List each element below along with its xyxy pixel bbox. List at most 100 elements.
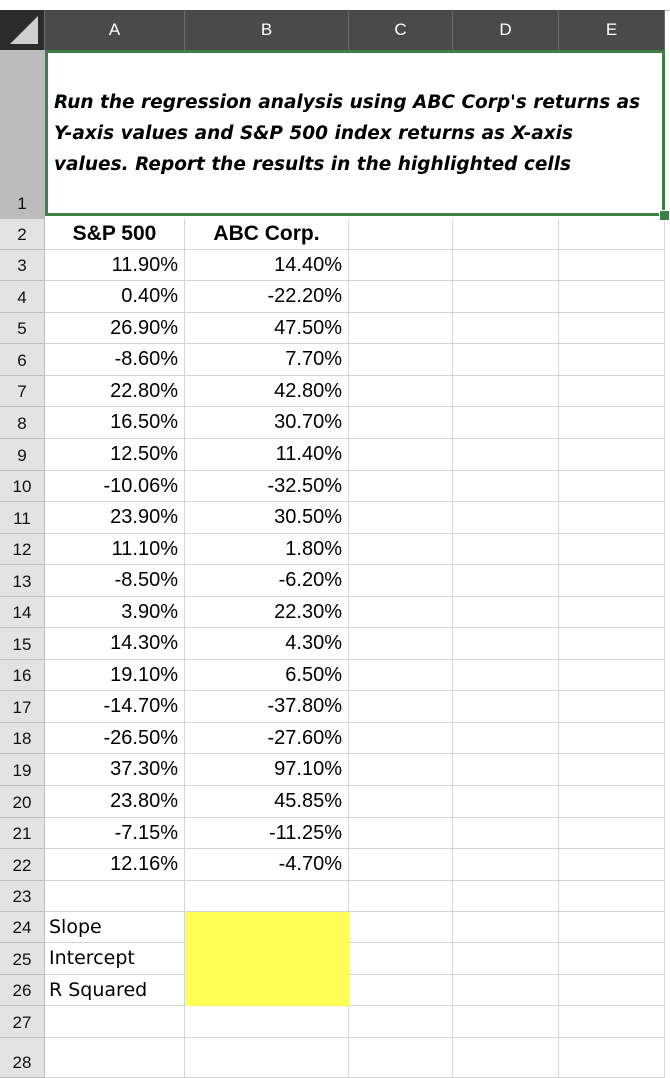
cell-d4[interactable]: [453, 281, 559, 313]
cell-d24[interactable]: [453, 912, 559, 943]
cell-c20[interactable]: [349, 786, 453, 818]
cell-a5[interactable]: 26.90%: [45, 313, 185, 344]
cell-b18[interactable]: -27.60%: [185, 723, 349, 754]
cell-b22[interactable]: -4.70%: [185, 849, 349, 881]
cell-e2[interactable]: [559, 219, 665, 250]
row-header-11[interactable]: 11: [0, 502, 45, 534]
cell-a23[interactable]: [45, 881, 185, 912]
cell-c7[interactable]: [349, 376, 453, 407]
cell-b3[interactable]: 14.40%: [185, 250, 349, 281]
cell-b23[interactable]: [185, 881, 349, 912]
cell-d21[interactable]: [453, 818, 559, 849]
cell-b16[interactable]: 6.50%: [185, 660, 349, 691]
cell-a22[interactable]: 12.16%: [45, 849, 185, 881]
cell-b7[interactable]: 42.80%: [185, 376, 349, 407]
cell-c24[interactable]: [349, 912, 453, 943]
cell-e9[interactable]: [559, 439, 665, 471]
cell-a14[interactable]: 3.90%: [45, 597, 185, 628]
column-header-c[interactable]: C: [349, 10, 453, 50]
cell-c2[interactable]: [349, 219, 453, 250]
cell-b4[interactable]: -22.20%: [185, 281, 349, 313]
cell-d18[interactable]: [453, 723, 559, 754]
row-header-16[interactable]: 16: [0, 660, 45, 691]
row-header-2[interactable]: 2: [0, 219, 45, 250]
row-header-3[interactable]: 3: [0, 250, 45, 281]
result-label-slope[interactable]: Slope: [45, 912, 185, 943]
cell-a15[interactable]: 14.30%: [45, 628, 185, 660]
row-header-23[interactable]: 23: [0, 881, 45, 912]
cell-a18[interactable]: -26.50%: [45, 723, 185, 754]
cell-c9[interactable]: [349, 439, 453, 471]
cell-b13[interactable]: -6.20%: [185, 565, 349, 597]
cell-c14[interactable]: [349, 597, 453, 628]
cell-d12[interactable]: [453, 534, 559, 565]
cell-a21[interactable]: -7.15%: [45, 818, 185, 849]
cell-b10[interactable]: -32.50%: [185, 471, 349, 502]
cell-a11[interactable]: 23.90%: [45, 502, 185, 534]
row-header-12[interactable]: 12: [0, 534, 45, 565]
cell-d26[interactable]: [453, 975, 559, 1006]
cell-c13[interactable]: [349, 565, 453, 597]
row-header-6[interactable]: 6: [0, 344, 45, 376]
cell-d7[interactable]: [453, 376, 559, 407]
cell-d20[interactable]: [453, 786, 559, 818]
result-label-intercept[interactable]: Intercept: [45, 943, 185, 975]
cell-b6[interactable]: 7.70%: [185, 344, 349, 376]
cell-a19[interactable]: 37.30%: [45, 754, 185, 786]
cell-c8[interactable]: [349, 407, 453, 439]
cell-e11[interactable]: [559, 502, 665, 534]
cell-d27[interactable]: [453, 1006, 559, 1038]
cell-b27[interactable]: [185, 1006, 349, 1038]
row-header-24[interactable]: 24: [0, 912, 45, 943]
cell-d19[interactable]: [453, 754, 559, 786]
cell-e6[interactable]: [559, 344, 665, 376]
row-header-4[interactable]: 4: [0, 281, 45, 313]
cell-b17[interactable]: -37.80%: [185, 691, 349, 723]
cell-e15[interactable]: [559, 628, 665, 660]
row-header-13[interactable]: 13: [0, 565, 45, 597]
cell-e4[interactable]: [559, 281, 665, 313]
cell-e24[interactable]: [559, 912, 665, 943]
cell-c22[interactable]: [349, 849, 453, 881]
cell-e21[interactable]: [559, 818, 665, 849]
row-header-10[interactable]: 10: [0, 471, 45, 502]
column-header-e[interactable]: E: [559, 10, 665, 50]
column-header-d[interactable]: D: [453, 10, 559, 50]
row-header-28[interactable]: 28: [0, 1038, 45, 1078]
cell-e17[interactable]: [559, 691, 665, 723]
cell-c6[interactable]: [349, 344, 453, 376]
cell-d5[interactable]: [453, 313, 559, 344]
cell-c27[interactable]: [349, 1006, 453, 1038]
cell-d8[interactable]: [453, 407, 559, 439]
result-label-r-squared[interactable]: R Squared: [45, 975, 185, 1006]
cell-b12[interactable]: 1.80%: [185, 534, 349, 565]
cell-b8[interactable]: 30.70%: [185, 407, 349, 439]
cell-e3[interactable]: [559, 250, 665, 281]
cell-b9[interactable]: 11.40%: [185, 439, 349, 471]
row-header-18[interactable]: 18: [0, 723, 45, 754]
cell-c5[interactable]: [349, 313, 453, 344]
cell-e22[interactable]: [559, 849, 665, 881]
cell-d2[interactable]: [453, 219, 559, 250]
cell-e12[interactable]: [559, 534, 665, 565]
row-header-22[interactable]: 22: [0, 849, 45, 881]
cell-d10[interactable]: [453, 471, 559, 502]
result-input-slope[interactable]: [185, 912, 349, 943]
cell-a4[interactable]: 0.40%: [45, 281, 185, 313]
row-header-17[interactable]: 17: [0, 691, 45, 723]
cell-a8[interactable]: 16.50%: [45, 407, 185, 439]
cell-e18[interactable]: [559, 723, 665, 754]
cell-d9[interactable]: [453, 439, 559, 471]
row-header-15[interactable]: 15: [0, 628, 45, 660]
cell-c23[interactable]: [349, 881, 453, 912]
row-header-21[interactable]: 21: [0, 818, 45, 849]
cell-b28[interactable]: [185, 1038, 349, 1078]
cell-c16[interactable]: [349, 660, 453, 691]
cell-d11[interactable]: [453, 502, 559, 534]
cell-c26[interactable]: [349, 975, 453, 1006]
result-input-r-squared[interactable]: [185, 975, 349, 1006]
cell-b14[interactable]: 22.30%: [185, 597, 349, 628]
cell-c21[interactable]: [349, 818, 453, 849]
cell-b11[interactable]: 30.50%: [185, 502, 349, 534]
cell-c12[interactable]: [349, 534, 453, 565]
